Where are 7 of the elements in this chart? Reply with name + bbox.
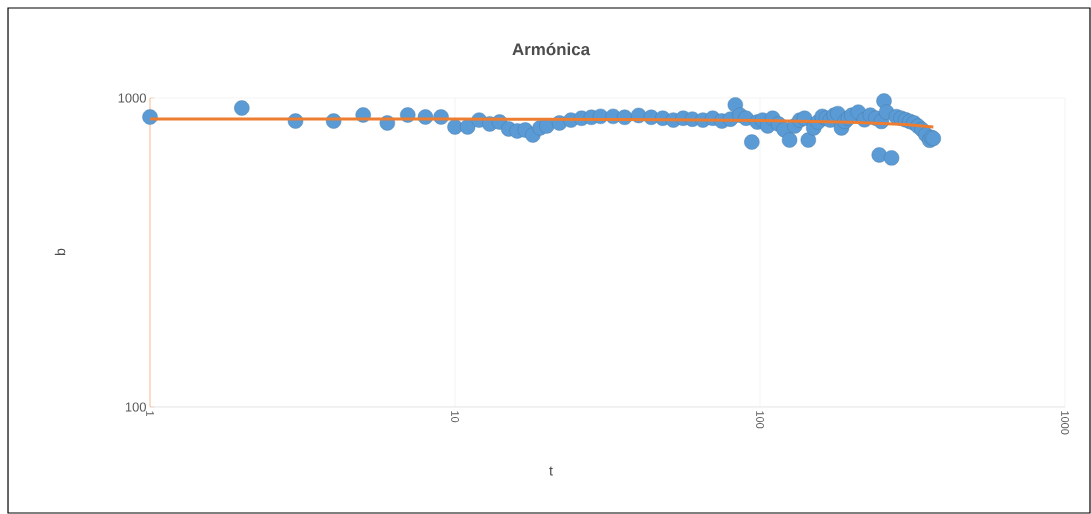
x-tick-label: 1000 [1061,411,1069,435]
y-axis-title: q [54,248,66,255]
x-tick-label: 100 [756,411,764,429]
x-tick-label: 1 [146,411,154,417]
x-tick-label: 10 [451,411,459,423]
x-axis-title: t [549,466,553,476]
chart-title: Armónica [512,42,591,56]
